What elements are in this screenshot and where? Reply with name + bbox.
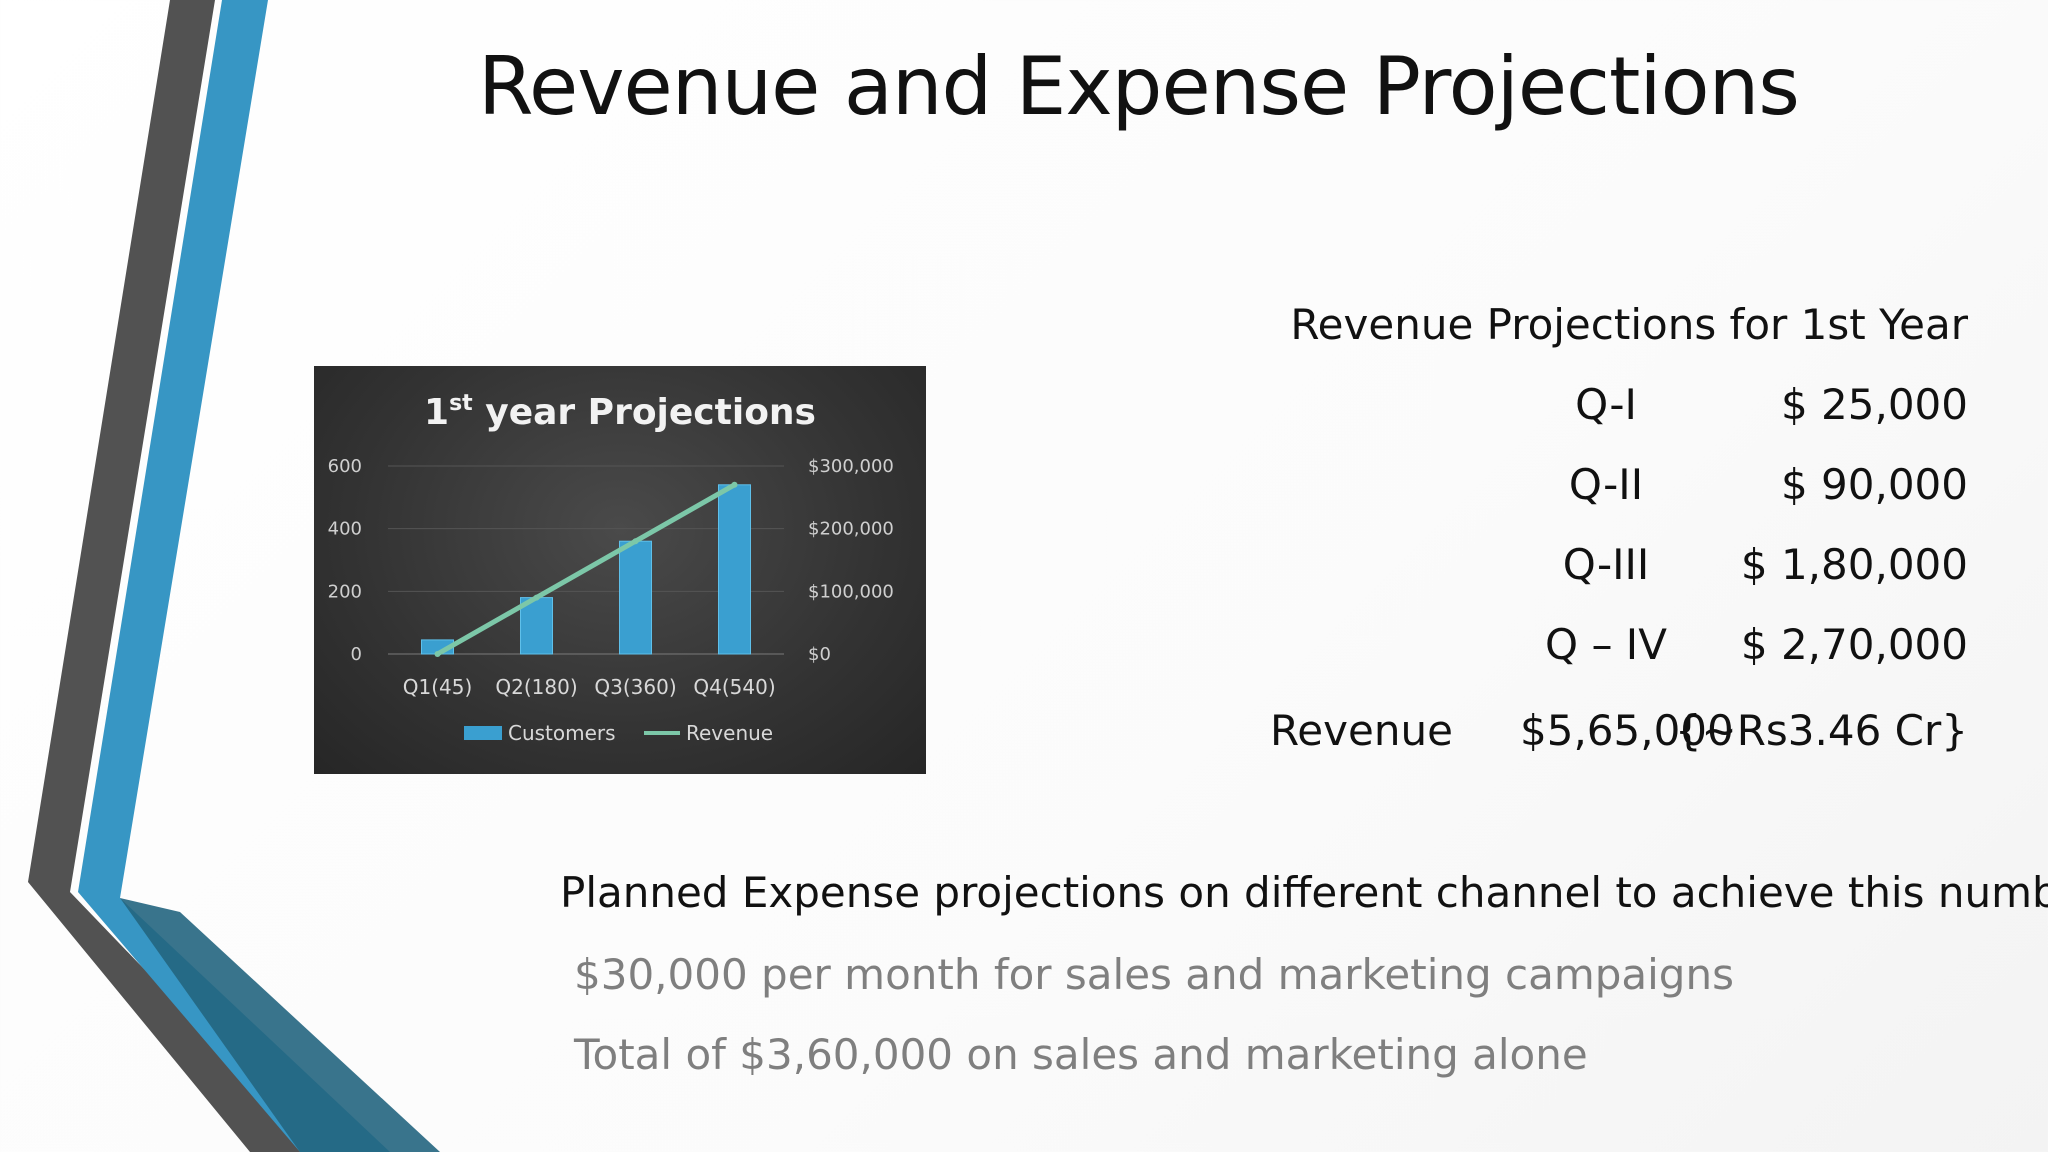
chart-title-rest: year Projections [473, 392, 816, 433]
y-right-tick-label: $200,000 [808, 519, 894, 540]
dark-gray-stripe [28, 0, 320, 1152]
quarter-label: Q-II [1568, 460, 1644, 509]
quarter-amount: $ 2,70,000 [1740, 620, 1968, 669]
x-tick-label: Q3(360) [594, 675, 676, 699]
expense-item: Total of $3,60,000 on sales and marketin… [574, 1030, 1588, 1079]
revenue-total-label: Revenue [1270, 706, 1453, 755]
expense-heading: Planned Expense projections on different… [560, 868, 2048, 917]
expense-item: $30,000 per month for sales and marketin… [574, 950, 1734, 999]
legend-customers-label: Customers [508, 721, 616, 745]
y-right-tick-label: $300,000 [808, 456, 894, 477]
revenue-total-inr: {~Rs3.46 Cr} [1674, 706, 1968, 755]
quarter-row: Q – IV $ 2,70,000 [1250, 620, 1968, 680]
projections-chart: 1st year Projections 0 200 400 600 $0 $100,00… [328, 391, 894, 745]
quarter-row: Q-III $ 1,80,000 [1250, 540, 1968, 600]
y-left-tick-label: 200 [328, 581, 362, 602]
dark-blue-stripe [120, 898, 440, 1152]
y-right-tick-label: $100,000 [808, 581, 894, 602]
revenue-point [632, 538, 639, 545]
x-tick-label: Q4(540) [693, 675, 775, 699]
quarter-label: Q-III [1562, 540, 1650, 589]
chart-bars [421, 484, 751, 655]
x-tick-label: Q1(45) [403, 675, 473, 699]
revenue-line [436, 482, 736, 657]
quarter-amount: $ 1,80,000 [1740, 540, 1968, 589]
y-right-tick-label: $0 [808, 644, 831, 665]
x-tick-label: Q2(180) [495, 675, 577, 699]
chart-line [434, 481, 738, 657]
revenue-total-row: Revenue $5,65,000 {~Rs3.46 Cr} [1270, 706, 1968, 766]
chart-legend: Customers Revenue [464, 721, 773, 745]
revenue-total-amount: $5,65,000 [1520, 706, 1734, 755]
y-left-tick-label: 400 [328, 519, 362, 540]
chart-title-sup: st [449, 391, 473, 416]
customers-bar [718, 484, 751, 655]
chart-title: 1st year Projections [424, 391, 816, 433]
revenue-point [533, 594, 540, 601]
revenue-heading: Revenue Projections for 1st Year [1290, 300, 1968, 349]
quarter-label: Q – IV [1545, 620, 1667, 669]
blue-stripe [78, 0, 390, 1152]
y-left-tick-label: 600 [328, 456, 362, 477]
chart-title-main: 1 [424, 392, 449, 433]
chart-panel: 1st year Projections 0 200 400 600 $0 $100,00… [314, 366, 926, 774]
revenue-point [434, 651, 441, 657]
quarter-row: Q-II $ 90,000 [1250, 460, 1968, 520]
legend-customers-swatch [464, 726, 502, 740]
quarter-row: Q-I $ 25,000 [1250, 380, 1968, 440]
customers-bar [619, 540, 652, 655]
quarter-label: Q-I [1575, 380, 1637, 429]
slide-title: Revenue and Expense Projections [478, 40, 1800, 133]
y-left-tick-label: 0 [351, 644, 362, 665]
quarter-amount: $ 90,000 [1780, 460, 1968, 509]
quarter-amount: $ 25,000 [1780, 380, 1968, 429]
chart-ticks: 0 200 400 600 $0 $100,000 $200,000 $300,000 Q1(4… [328, 456, 894, 699]
revenue-point [731, 481, 738, 488]
legend-revenue-label: Revenue [686, 721, 773, 745]
